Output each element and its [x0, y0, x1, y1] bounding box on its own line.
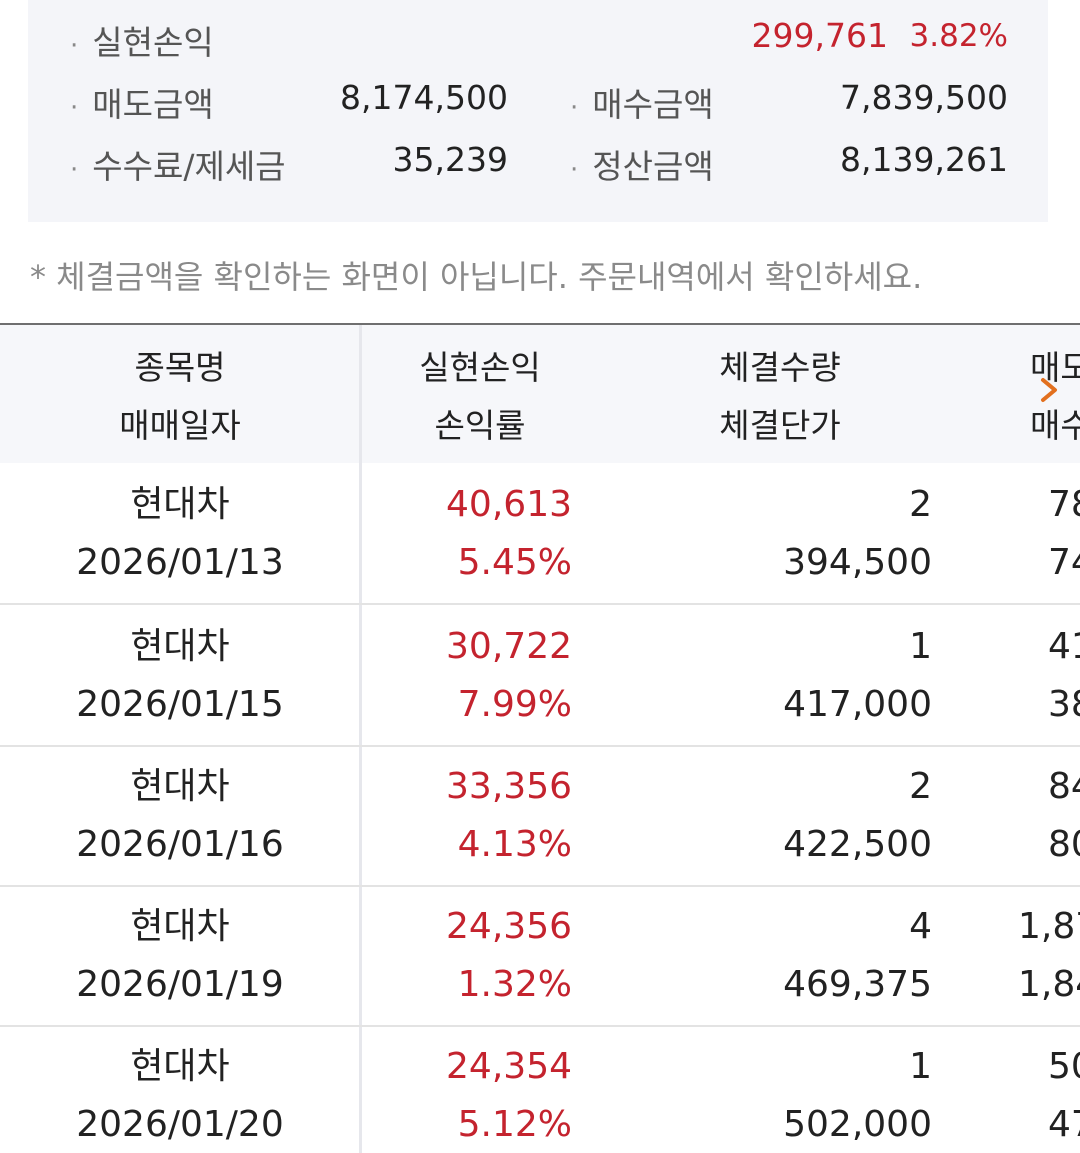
sell-amount-cell: 41 — [1048, 626, 1080, 667]
header-qty-price: 체결수량 체결단가 — [719, 348, 841, 445]
stock-name: 현대차 — [130, 1046, 230, 1087]
trade-table[interactable]: 종목명 매매일자 실현손익 손익률 체결수량 체결단가 매도 매수 현대차 20… — [0, 323, 1080, 1153]
table-row[interactable]: 현대차 2026/01/15 30,722 7.99% 1 417,000 41… — [0, 605, 1080, 747]
filled-qty: 1 — [909, 1046, 932, 1087]
chevron-right-icon[interactable] — [1036, 377, 1062, 403]
stock-name: 현대차 — [130, 766, 230, 807]
realized-pnl: 24,354 — [446, 1046, 572, 1087]
realized-label: · 실현손익 — [70, 23, 214, 62]
summary-panel: · 실현손익 299,761 3.82% · 매도금액 8,174,500 · 매수금… — [28, 0, 1048, 222]
realized-pnl: 40,613 — [446, 484, 572, 525]
pnl-rate: 1.32% — [457, 964, 572, 1005]
filled-price: 422,500 — [783, 824, 932, 865]
header-stock-date: 종목명 매매일자 — [119, 348, 241, 445]
table-row[interactable]: 현대차 2026/01/20 24,354 5.12% 1 502,000 50… — [0, 1025, 1080, 1153]
pnl-rate: 4.13% — [457, 824, 572, 865]
stock-name: 현대차 — [130, 626, 230, 667]
buy-amount-cell: 47 — [1048, 1104, 1080, 1145]
filled-price: 502,000 — [783, 1104, 932, 1145]
filled-qty: 2 — [909, 766, 932, 807]
summary-row-realized: · 실현손익 299,761 3.82% — [28, 8, 1048, 68]
realized-value: 299,761 — [751, 16, 888, 55]
buy-amount-cell: 1,84 — [1018, 964, 1080, 1005]
realized-rate: 3.82% — [909, 18, 1008, 54]
trade-date: 2026/01/16 — [76, 824, 284, 865]
settlement-label: · 정산금액 — [570, 147, 714, 186]
filled-qty: 1 — [909, 626, 932, 667]
header-pnl-rate: 실현손익 손익률 — [419, 348, 541, 445]
stock-name: 현대차 — [130, 906, 230, 947]
header-sell-buy: 매도 매수 — [1030, 348, 1080, 445]
notice-text: * 체결금액을 확인하는 화면이 아닙니다. 주문내역에서 확인하세요. — [30, 258, 923, 296]
table-header: 종목명 매매일자 실현손익 손익률 체결수량 체결단가 매도 매수 — [0, 325, 1080, 463]
filled-qty: 2 — [909, 484, 932, 525]
filled-price: 394,500 — [783, 542, 932, 583]
buy-amount-cell: 74 — [1048, 542, 1080, 583]
filled-qty: 4 — [909, 906, 932, 947]
filled-price: 417,000 — [783, 684, 932, 725]
pnl-rate: 7.99% — [457, 684, 572, 725]
sell-amount-cell: 84 — [1048, 766, 1080, 807]
buy-amount-value: 7,839,500 — [840, 78, 1008, 117]
pnl-rate: 5.12% — [457, 1104, 572, 1145]
settlement-value: 8,139,261 — [840, 140, 1008, 179]
trade-date: 2026/01/15 — [76, 684, 284, 725]
realized-pnl: 33,356 — [446, 766, 572, 807]
pnl-rate: 5.45% — [457, 542, 572, 583]
sell-amount-label: · 매도금액 — [70, 85, 214, 124]
trade-date: 2026/01/20 — [76, 1104, 284, 1145]
fee-tax-label: · 수수료/제세금 — [70, 147, 286, 186]
sell-amount-cell: 1,87 — [1018, 906, 1080, 947]
trade-date: 2026/01/13 — [76, 542, 284, 583]
buy-amount-label: · 매수금액 — [570, 85, 714, 124]
filled-price: 469,375 — [783, 964, 932, 1005]
realized-pnl: 24,356 — [446, 906, 572, 947]
table-row[interactable]: 현대차 2026/01/19 24,356 1.32% 4 469,375 1,… — [0, 885, 1080, 1027]
sell-amount-value: 8,174,500 — [340, 78, 508, 117]
sell-amount-cell: 78 — [1048, 484, 1080, 525]
summary-row-amounts: · 매도금액 8,174,500 · 매수금액 7,839,500 — [28, 70, 1048, 130]
trade-date: 2026/01/19 — [76, 964, 284, 1005]
fee-tax-value: 35,239 — [392, 140, 508, 179]
buy-amount-cell: 80 — [1048, 824, 1080, 865]
stock-name: 현대차 — [130, 484, 230, 525]
realized-pnl: 30,722 — [446, 626, 572, 667]
table-row[interactable]: 현대차 2026/01/16 33,356 4.13% 2 422,500 84… — [0, 745, 1080, 887]
sell-amount-cell: 50 — [1048, 1046, 1080, 1087]
buy-amount-cell: 38 — [1048, 684, 1080, 725]
column-divider — [359, 325, 362, 1153]
table-row[interactable]: 현대차 2026/01/13 40,613 5.45% 2 394,500 78… — [0, 463, 1080, 605]
summary-row-fees: · 수수료/제세금 35,239 · 정산금액 8,139,261 — [28, 132, 1048, 192]
